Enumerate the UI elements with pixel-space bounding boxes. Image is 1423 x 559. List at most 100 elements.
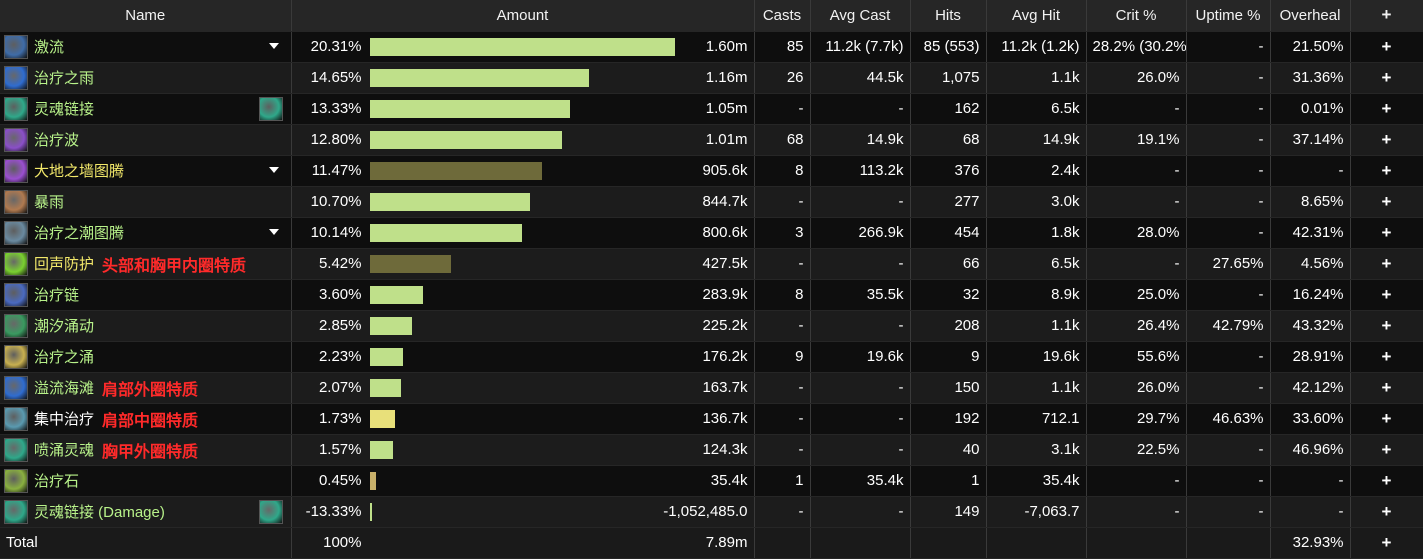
spell-name-cell[interactable]: 大地之墙图腾 bbox=[0, 155, 292, 187]
table-row[interactable]: 治疗链 3.60% 283.9k 8 35.5k 32 8.9k 25.0% -16.24% + bbox=[0, 279, 1423, 311]
spell-name-cell[interactable]: 治疗链 bbox=[0, 279, 292, 311]
casts-cell: - bbox=[754, 403, 811, 435]
row-expand-button[interactable]: + bbox=[1350, 186, 1423, 218]
spell-name-cell[interactable]: 暴雨 bbox=[0, 186, 292, 218]
amount-percent: 10.70% bbox=[310, 193, 362, 210]
row-expand-button[interactable]: + bbox=[1350, 279, 1423, 311]
spell-name[interactable]: 治疗之雨 bbox=[34, 70, 95, 87]
table-row[interactable]: 灵魂链接 13.33% 1.05m - -162 6.5k - -0.01% + bbox=[0, 93, 1423, 125]
header-add-column-button[interactable]: + bbox=[1350, 0, 1423, 32]
row-expand-button[interactable]: + bbox=[1350, 124, 1423, 156]
table-row[interactable]: 潮汐涌动 2.85% 225.2k - -208 1.1k 26.4% 42.79% 43.32… bbox=[0, 310, 1423, 342]
header-casts[interactable]: Casts bbox=[754, 0, 811, 32]
amount-percent: 2.23% bbox=[318, 348, 362, 365]
spell-name[interactable]: 喷涌灵魂 bbox=[34, 442, 95, 459]
spell-name-cell[interactable]: 治疗波 bbox=[0, 124, 292, 156]
row-expand-button[interactable]: + bbox=[1350, 496, 1423, 528]
table-row[interactable]: 治疗之涌 2.23% 176.2k 9 19.6k 9 19.6k 55.6% -28.91% + bbox=[0, 341, 1423, 373]
row-expand-button[interactable]: + bbox=[1350, 310, 1423, 342]
table-row[interactable]: 治疗石 0.45% 35.4k 1 35.4k 1 35.4k - - - + bbox=[0, 465, 1423, 497]
row-expand-button[interactable]: + bbox=[1350, 403, 1423, 435]
hits-cell: 376 bbox=[910, 155, 987, 187]
spell-name-cell[interactable]: 治疗之雨 bbox=[0, 62, 292, 94]
header-avg-cast[interactable]: Avg Cast bbox=[810, 0, 911, 32]
spirit-link-icon bbox=[258, 499, 283, 524]
table-row[interactable]: 治疗之雨 14.65% 1.16m 26 44.5k 1,075 1.1k 26.0% -31.… bbox=[0, 62, 1423, 94]
spell-name-cell[interactable]: 潮汐涌动 bbox=[0, 310, 292, 342]
avg-hit-cell: 6.5k bbox=[986, 248, 1087, 280]
row-expand-button[interactable]: + bbox=[1350, 341, 1423, 373]
expand-arrow-icon[interactable] bbox=[268, 228, 279, 235]
spell-name[interactable]: 灵魂链接 (Damage) bbox=[34, 504, 165, 521]
row-expand-button[interactable]: + bbox=[1350, 31, 1423, 63]
row-expand-button[interactable]: + bbox=[1350, 155, 1423, 187]
spell-name[interactable]: 回声防护 bbox=[34, 256, 95, 273]
table-row[interactable]: 治疗波 12.80% 1.01m 68 14.9k 68 14.9k 19.1% -37.14%… bbox=[0, 124, 1423, 156]
amount-bar bbox=[369, 502, 372, 521]
spell-name[interactable]: 潮汐涌动 bbox=[34, 318, 95, 335]
table-row[interactable]: 灵魂链接 (Damage) -13.33% -1,052,485.0- -149 -7,… bbox=[0, 496, 1423, 528]
spell-name[interactable]: 治疗之潮图腾 bbox=[34, 225, 125, 242]
spell-name[interactable]: 溢流海滩 bbox=[34, 380, 95, 397]
spell-name[interactable]: 治疗波 bbox=[34, 132, 80, 149]
spell-name-cell[interactable]: 集中治疗 肩部中圈特质 bbox=[0, 403, 292, 435]
header-amount[interactable]: Amount bbox=[291, 0, 755, 32]
spell-name-cell[interactable]: 治疗之涌 bbox=[0, 341, 292, 373]
spell-name[interactable]: 大地之墙图腾 bbox=[34, 163, 125, 180]
overheal-cell: - bbox=[1270, 155, 1351, 187]
table-row[interactable]: 喷涌灵魂 胸甲外圈特质 1.57% 124.3k - -40 3.1k 22.5% -46.96… bbox=[0, 434, 1423, 466]
total-expand-button[interactable]: + bbox=[1350, 527, 1423, 559]
header-avg-hit[interactable]: Avg Hit bbox=[986, 0, 1087, 32]
row-expand-button[interactable]: + bbox=[1350, 93, 1423, 125]
spirit-link-icon bbox=[258, 96, 283, 121]
spell-name[interactable]: 治疗链 bbox=[34, 287, 80, 304]
header-hits[interactable]: Hits bbox=[910, 0, 987, 32]
overheal-cell: 31.36% bbox=[1270, 62, 1351, 94]
table-row[interactable]: 回声防护 头部和胸甲内圈特质 5.42% 427.5k - -66 6.5k -27.65% 4… bbox=[0, 248, 1423, 280]
table-row[interactable]: 治疗之潮图腾 10.14% 800.6k 3 266.9k 454 1.8k 28.0% -42… bbox=[0, 217, 1423, 249]
row-expand-button[interactable]: + bbox=[1350, 372, 1423, 404]
surging-spirit-icon bbox=[4, 437, 28, 462]
crit-cell: 25.0% bbox=[1086, 279, 1187, 311]
spell-name[interactable]: 治疗之涌 bbox=[34, 349, 95, 366]
spell-name[interactable]: 治疗石 bbox=[34, 473, 80, 490]
spell-name-cell[interactable]: 喷涌灵魂 胸甲外圈特质 bbox=[0, 434, 292, 466]
table-row[interactable]: 激流 20.31% 1.60m 85 11.2k (7.7k) 85 (553) 11.2k… bbox=[0, 31, 1423, 63]
spell-name-cell[interactable]: 溢流海滩 肩部外圈特质 bbox=[0, 372, 292, 404]
row-expand-button[interactable]: + bbox=[1350, 62, 1423, 94]
table-header: Name Amount Casts Avg Cast Hits Avg Hit … bbox=[0, 0, 1423, 32]
table-row[interactable]: 溢流海滩 肩部外圈特质 2.07% 163.7k - -150 1.1k 26.0% -42.1… bbox=[0, 372, 1423, 404]
row-expand-button[interactable]: + bbox=[1350, 248, 1423, 280]
amount-cell: -13.33% -1,052,485.0 bbox=[291, 496, 755, 528]
row-expand-button[interactable]: + bbox=[1350, 465, 1423, 497]
header-overheal[interactable]: Overheal bbox=[1270, 0, 1351, 32]
spell-name-cell[interactable]: 灵魂链接 bbox=[0, 93, 292, 125]
header-name[interactable]: Name bbox=[0, 0, 292, 32]
expand-arrow-icon[interactable] bbox=[268, 42, 279, 49]
hits-cell: 1,075 bbox=[910, 62, 987, 94]
amount-bar bbox=[369, 440, 393, 459]
table-row[interactable]: 集中治疗 肩部中圈特质 1.73% 136.7k - -192 712.1 29.7% 46.6… bbox=[0, 403, 1423, 435]
spell-name[interactable]: 集中治疗 bbox=[34, 411, 95, 428]
expand-arrow-icon[interactable] bbox=[268, 166, 279, 173]
spell-name-cell[interactable]: 灵魂链接 (Damage) bbox=[0, 496, 292, 528]
spell-name-cell[interactable]: 治疗石 bbox=[0, 465, 292, 497]
row-expand-button[interactable]: + bbox=[1350, 434, 1423, 466]
amount-bar bbox=[369, 347, 404, 366]
healthstone-icon bbox=[4, 468, 28, 493]
spell-name-cell[interactable]: 激流 bbox=[0, 31, 292, 63]
header-uptime[interactable]: Uptime % bbox=[1186, 0, 1271, 32]
spell-name-cell[interactable]: 治疗之潮图腾 bbox=[0, 217, 292, 249]
avg-cast-cell: 11.2k (7.7k) bbox=[810, 31, 911, 63]
amount-percent: 20.31% bbox=[310, 38, 362, 55]
table-row[interactable]: 暴雨 10.70% 844.7k - -277 3.0k - -8.65% + bbox=[0, 186, 1423, 218]
spell-name[interactable]: 灵魂链接 bbox=[34, 101, 95, 118]
spell-name[interactable]: 激流 bbox=[34, 39, 65, 56]
table-row[interactable]: 大地之墙图腾 11.47% 905.6k 8 113.2k 376 2.4k - - - + bbox=[0, 155, 1423, 187]
uptime-cell: - bbox=[1186, 496, 1271, 528]
row-expand-button[interactable]: + bbox=[1350, 217, 1423, 249]
amount-value: 176.2k bbox=[702, 348, 748, 365]
spell-name[interactable]: 暴雨 bbox=[34, 194, 65, 211]
header-crit[interactable]: Crit % bbox=[1086, 0, 1187, 32]
spell-name-cell[interactable]: 回声防护 头部和胸甲内圈特质 bbox=[0, 248, 292, 280]
